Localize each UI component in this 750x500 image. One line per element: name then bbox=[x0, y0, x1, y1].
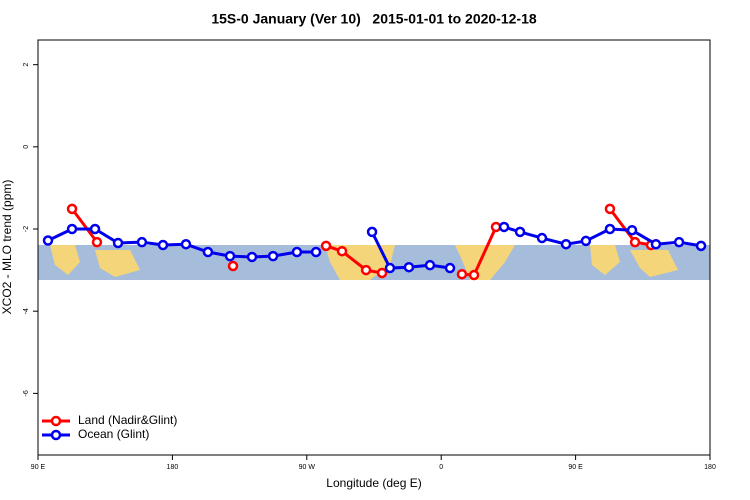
point bbox=[629, 236, 641, 248]
point bbox=[267, 250, 279, 262]
point bbox=[336, 245, 348, 257]
point bbox=[560, 238, 572, 250]
point bbox=[180, 238, 192, 250]
point bbox=[604, 203, 616, 215]
point bbox=[444, 262, 456, 274]
point bbox=[498, 221, 510, 233]
point bbox=[42, 235, 54, 246]
point bbox=[403, 261, 415, 273]
y-tick-label: 0 bbox=[23, 145, 30, 149]
point bbox=[580, 235, 592, 247]
point bbox=[224, 250, 236, 262]
point bbox=[695, 240, 707, 252]
x-tick-label: 0 bbox=[439, 464, 443, 471]
point bbox=[424, 259, 436, 271]
y-tick-label: -6 bbox=[23, 390, 30, 396]
point bbox=[66, 203, 78, 215]
legend-marker bbox=[50, 429, 62, 441]
land-patch bbox=[630, 250, 678, 277]
point bbox=[246, 251, 258, 263]
point bbox=[202, 246, 214, 258]
x-tick-label: 90 W bbox=[299, 464, 316, 471]
x-tick-label: 90 E bbox=[568, 464, 583, 471]
point bbox=[514, 226, 526, 238]
land-patch bbox=[455, 245, 515, 280]
y-tick-label: -4 bbox=[23, 308, 30, 314]
y-tick-label: 2 bbox=[23, 63, 30, 67]
point bbox=[490, 221, 502, 233]
chart-title: 15S-0 January (Ver 10) 2015-01-01 to 202… bbox=[211, 11, 537, 27]
point bbox=[673, 236, 685, 248]
point bbox=[626, 224, 638, 236]
map-band bbox=[38, 245, 710, 280]
point bbox=[384, 262, 396, 274]
y-axis-label: XCO2 - MLO trend (ppm) bbox=[0, 180, 14, 315]
point bbox=[360, 264, 372, 276]
point bbox=[89, 223, 101, 235]
point bbox=[227, 260, 239, 272]
point bbox=[157, 239, 169, 251]
x-tick-label: 90 E bbox=[31, 464, 46, 471]
point bbox=[291, 246, 303, 258]
point bbox=[112, 237, 124, 249]
point bbox=[468, 269, 480, 281]
point bbox=[320, 240, 332, 252]
point bbox=[310, 246, 322, 258]
point bbox=[66, 223, 78, 235]
land-patch bbox=[50, 245, 80, 275]
point bbox=[136, 236, 148, 248]
legend-label: Land (Nadir&Glint) bbox=[78, 413, 177, 427]
plot-frame bbox=[37, 39, 711, 456]
land-patch bbox=[95, 250, 140, 277]
legend-marker bbox=[50, 415, 62, 427]
point bbox=[536, 232, 548, 244]
series-line bbox=[70, 207, 652, 277]
point bbox=[604, 223, 616, 235]
y-tick-label: -2 bbox=[23, 226, 30, 232]
x-tick-label: 180 bbox=[167, 464, 179, 471]
point bbox=[376, 267, 388, 279]
x-tick-label: 180 bbox=[704, 464, 716, 471]
point bbox=[366, 226, 378, 238]
point bbox=[456, 268, 468, 280]
point bbox=[650, 238, 662, 250]
legend-label: Ocean (Glint) bbox=[78, 427, 149, 441]
x-axis-label: Longitude (deg E) bbox=[326, 476, 421, 490]
point bbox=[91, 236, 103, 248]
land-patch bbox=[590, 245, 620, 275]
